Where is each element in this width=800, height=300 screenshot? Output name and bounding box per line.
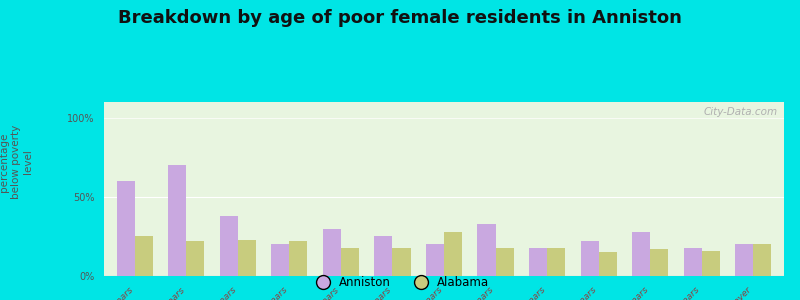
Bar: [735, 244, 753, 276]
Bar: [220, 216, 238, 276]
Bar: [426, 244, 444, 276]
Bar: [632, 232, 650, 276]
Bar: [683, 248, 702, 276]
Bar: [444, 232, 462, 276]
Bar: [168, 165, 186, 276]
Bar: [135, 236, 153, 276]
Bar: [341, 248, 359, 276]
Text: percentage
below poverty
level: percentage below poverty level: [0, 125, 33, 199]
Bar: [702, 251, 720, 276]
Bar: [374, 236, 393, 276]
Bar: [238, 240, 256, 276]
Bar: [478, 224, 495, 276]
Bar: [581, 241, 598, 276]
Bar: [117, 181, 135, 276]
Bar: [547, 248, 565, 276]
Text: City-Data.com: City-Data.com: [703, 107, 778, 117]
Bar: [598, 252, 617, 276]
Bar: [393, 248, 410, 276]
Bar: [323, 229, 341, 276]
Text: Breakdown by age of poor female residents in Anniston: Breakdown by age of poor female resident…: [118, 9, 682, 27]
Bar: [529, 248, 547, 276]
Bar: [271, 244, 290, 276]
Bar: [290, 241, 307, 276]
Bar: [186, 241, 205, 276]
Legend: Anniston, Alabama: Anniston, Alabama: [306, 272, 494, 294]
Bar: [495, 248, 514, 276]
Bar: [753, 244, 771, 276]
Bar: [650, 249, 668, 276]
